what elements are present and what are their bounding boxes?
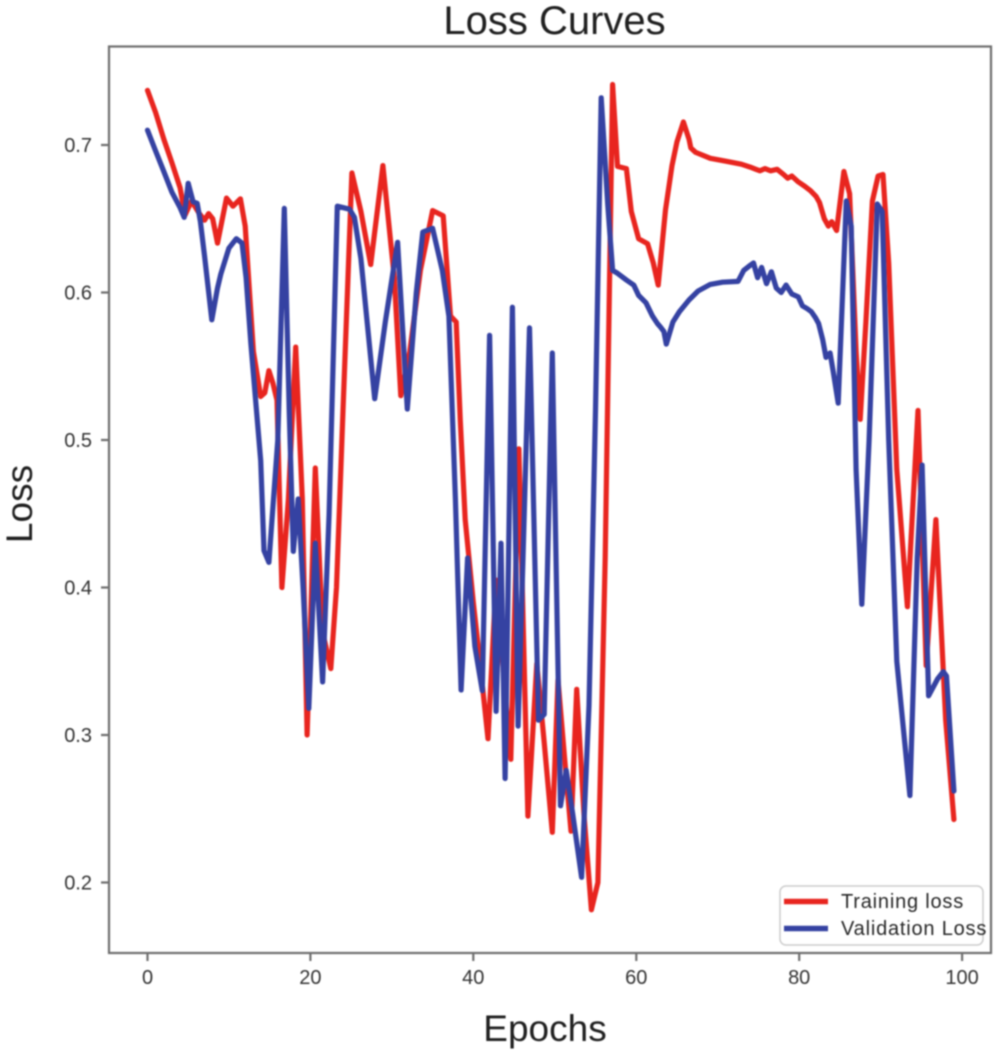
svg-text:0.5: 0.5 (64, 430, 92, 452)
svg-text:80: 80 (788, 967, 810, 989)
svg-text:20: 20 (299, 967, 321, 989)
svg-text:0: 0 (142, 967, 153, 989)
svg-text:Epochs: Epochs (483, 1008, 606, 1049)
svg-text:Loss Curves: Loss Curves (443, 0, 665, 43)
svg-text:0.3: 0.3 (64, 725, 92, 747)
svg-text:0.6: 0.6 (64, 283, 92, 305)
svg-text:Validation Loss: Validation Loss (841, 918, 987, 940)
svg-text:0.2: 0.2 (64, 873, 92, 895)
svg-text:100: 100 (945, 967, 978, 989)
svg-text:60: 60 (625, 967, 647, 989)
svg-text:0.4: 0.4 (64, 578, 92, 600)
svg-text:Training loss: Training loss (841, 891, 964, 913)
svg-text:Loss: Loss (0, 465, 40, 543)
svg-text:40: 40 (462, 967, 484, 989)
svg-text:0.7: 0.7 (64, 135, 92, 157)
